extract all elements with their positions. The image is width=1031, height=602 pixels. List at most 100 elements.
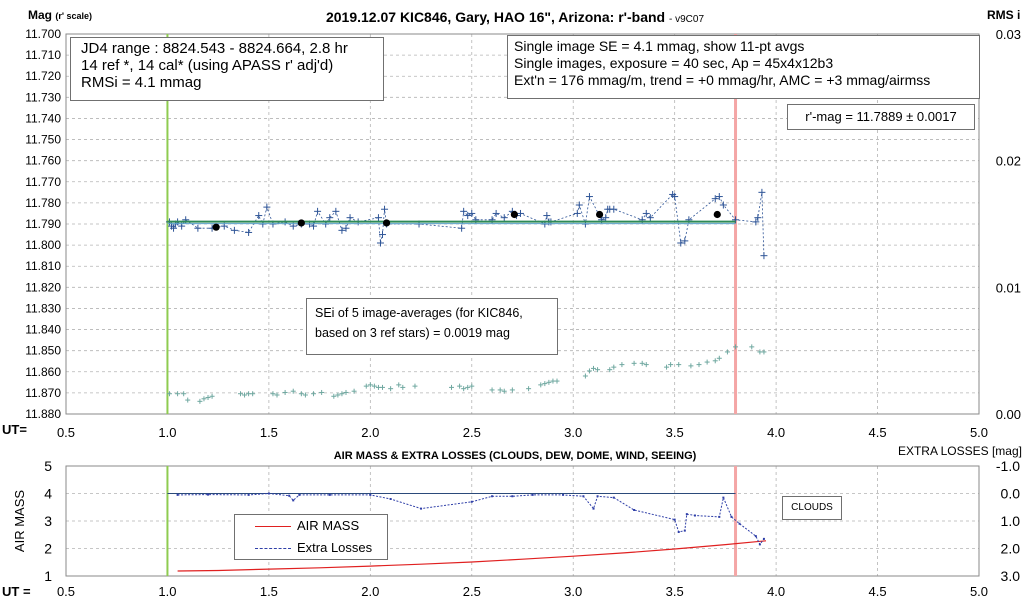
exposure-line: Single images, exposure = 40 sec, Ap = 4… bbox=[514, 55, 834, 71]
magnitude-data-point bbox=[255, 212, 263, 220]
extra-losses-point bbox=[762, 537, 765, 540]
rms-data-point bbox=[664, 364, 670, 370]
upper-y-tick-label: 11.750 bbox=[25, 133, 61, 147]
lower-y-tick-label: 2 bbox=[44, 541, 52, 557]
extra-losses-point bbox=[754, 535, 757, 538]
magnitude-data-point bbox=[194, 224, 202, 232]
lower-legend: AIR MASS Extra Losses bbox=[234, 514, 388, 560]
lower-x-tick-label: 1.0 bbox=[158, 584, 176, 599]
rms-data-point bbox=[749, 344, 755, 350]
lower-x-tick-label: 4.0 bbox=[767, 584, 785, 599]
avg-data-point bbox=[212, 223, 220, 231]
rms-data-point bbox=[582, 373, 588, 379]
sei-line-2: based on 3 ref stars) = 0.0019 mag bbox=[315, 326, 510, 340]
legend-item-air-mass: AIR MASS bbox=[235, 516, 387, 536]
magnitude-series-line bbox=[169, 192, 765, 256]
magnitude-data-point bbox=[379, 231, 387, 239]
magnitude-data-point bbox=[602, 214, 610, 222]
extra-losses-point bbox=[420, 507, 423, 510]
extra-losses-point bbox=[207, 493, 210, 496]
rms-data-point bbox=[197, 398, 203, 404]
rms-data-point bbox=[388, 386, 394, 392]
magnitude-data-point bbox=[263, 203, 271, 211]
magnitude-data-point bbox=[681, 237, 689, 245]
rms-data-point bbox=[371, 383, 377, 389]
ref-stars-line: 14 ref *, 14 cal* (using APASS r' adj'd) bbox=[81, 57, 334, 74]
rms-data-point bbox=[396, 382, 402, 388]
rms-data-point bbox=[412, 383, 418, 389]
rms-data-point bbox=[526, 386, 532, 392]
extra-losses-point bbox=[693, 514, 696, 517]
lower-x-tick-label: 5.0 bbox=[970, 584, 988, 599]
extra-losses-point bbox=[582, 495, 585, 498]
extra-losses-point bbox=[718, 515, 721, 518]
lower-y-tick-label: 1 bbox=[44, 568, 52, 584]
rms-data-point bbox=[274, 392, 280, 398]
rms-data-point bbox=[688, 363, 694, 369]
upper-y2-tick-label: 0.03 bbox=[996, 27, 1021, 42]
upper-y-tick-label: 11.850 bbox=[25, 344, 61, 358]
magnitude-data-point bbox=[711, 195, 719, 203]
rms-data-point bbox=[237, 391, 243, 397]
rms-data-point bbox=[619, 362, 625, 368]
upper-x-tick-label: 5.0 bbox=[970, 425, 988, 440]
upper-y-tick-label: 11.810 bbox=[25, 259, 61, 273]
rms-data-point bbox=[209, 393, 215, 399]
rms-data-point bbox=[712, 358, 718, 364]
rms-data-point bbox=[724, 349, 730, 355]
upper-y-tick-label: 11.700 bbox=[25, 27, 61, 41]
extra-losses-point bbox=[267, 492, 270, 495]
magnitude-data-point bbox=[758, 188, 766, 196]
lower-y2-tick-label: 0.0 bbox=[1001, 486, 1021, 502]
upper-x-tick-label: 4.5 bbox=[869, 425, 887, 440]
magnitude-data-point bbox=[575, 201, 583, 209]
extra-losses-point bbox=[596, 495, 599, 498]
extra-losses-point bbox=[677, 531, 680, 533]
rms-data-point bbox=[335, 392, 341, 398]
lower-plot-tick-labels: 5 4 3 2 1 0.5 1.0 1.5 2.0 2.5 3.0 3.5 4.0 4.5 5.0 -1.0 0… bbox=[44, 458, 1020, 599]
image-stats-box: Single image SE = 4.1 mmag, show 11-pt a… bbox=[507, 35, 980, 99]
magnitude-data-point bbox=[752, 218, 760, 226]
lower-y2-tick-label: 2.0 bbox=[1001, 541, 1021, 557]
upper-y-tick-label: 11.830 bbox=[25, 301, 61, 315]
upper-y-tick-label: 11.820 bbox=[25, 280, 61, 294]
sei-line-1: SEi of 5 image-averages (for KIC846, bbox=[315, 306, 523, 320]
upper-ut-label: UT= bbox=[2, 422, 27, 437]
rms-data-point bbox=[586, 368, 592, 374]
magnitude-data-point bbox=[464, 212, 472, 220]
r-mag-result-box: r'-mag = 11.7889 ± 0.0017 bbox=[787, 104, 975, 130]
upper-x-tick-label: 3.0 bbox=[564, 425, 582, 440]
magnitude-data-point bbox=[468, 209, 476, 217]
magnitude-data-point bbox=[715, 193, 723, 201]
rms-data-point bbox=[448, 384, 454, 390]
rms-data-point bbox=[643, 362, 649, 368]
magnitude-data-point bbox=[458, 224, 466, 232]
magnitude-data-point bbox=[760, 252, 768, 260]
magnitude-data-point bbox=[719, 201, 727, 209]
magnitude-data-point bbox=[573, 209, 581, 217]
clouds-label-box: CLOUDS bbox=[782, 496, 842, 520]
magnitude-data-point bbox=[492, 209, 500, 217]
legend-swatch-extra-losses bbox=[255, 548, 291, 549]
extra-losses-point bbox=[562, 493, 565, 496]
lower-x-tick-label: 3.0 bbox=[564, 584, 582, 599]
rms-data-point bbox=[546, 379, 552, 385]
rms-data-point bbox=[489, 387, 495, 393]
extra-losses-point bbox=[738, 522, 741, 525]
rms-data-point bbox=[351, 388, 357, 394]
rms-data-point bbox=[591, 365, 597, 371]
upper-y-tick-label: 11.760 bbox=[25, 154, 61, 168]
rms-data-point bbox=[319, 389, 325, 395]
upper-y2-tick-label: 0.00 bbox=[996, 407, 1021, 422]
lower-x-tick-label: 2.5 bbox=[463, 584, 481, 599]
rms-data-point bbox=[465, 384, 471, 390]
magnitude-data-point bbox=[646, 214, 654, 222]
rms-data-point bbox=[509, 387, 515, 393]
rms-data-point bbox=[631, 360, 637, 366]
magnitude-data-point bbox=[374, 214, 382, 222]
upper-y-tick-label: 11.720 bbox=[25, 69, 61, 83]
rms-data-point bbox=[298, 391, 304, 397]
upper-ylabel: Mag (r' scale) bbox=[28, 8, 92, 22]
rms-data-point bbox=[331, 393, 337, 399]
